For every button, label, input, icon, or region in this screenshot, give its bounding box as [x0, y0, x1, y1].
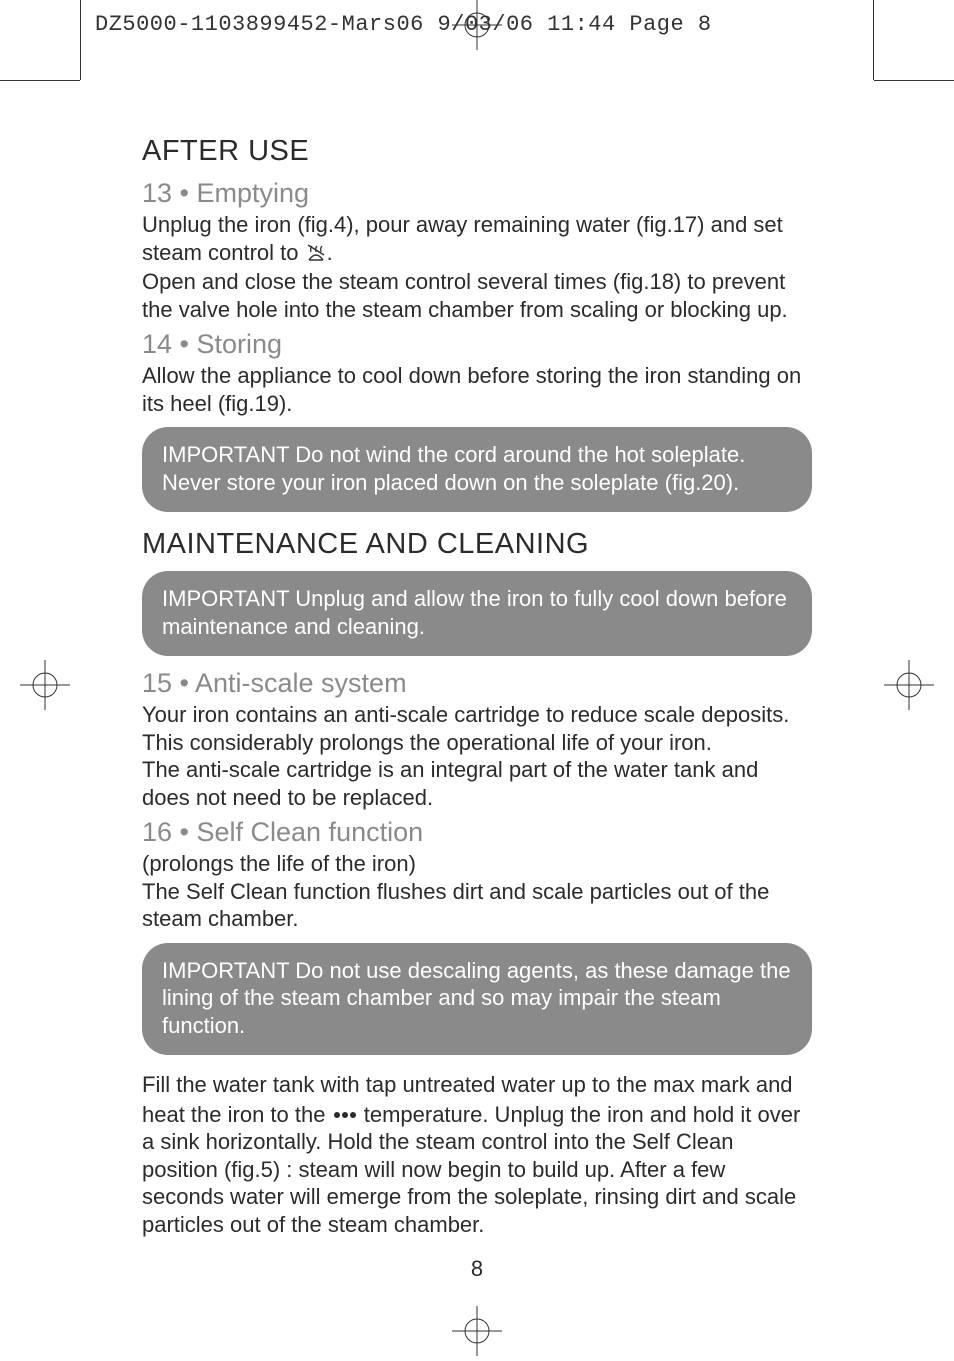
subsection-heading-selfclean: 16 • Self Clean function: [142, 817, 812, 848]
three-dots-icon: [332, 1099, 358, 1127]
text-fragment: .: [327, 240, 333, 265]
crop-mark: [0, 80, 80, 81]
subsection-heading-storing: 14 • Storing: [142, 329, 812, 360]
page-content: AFTER USE 13 • Emptying Unplug the iron …: [142, 135, 812, 1282]
body-paragraph: Your iron contains an anti-scale cartrid…: [142, 701, 812, 811]
section-title-after-use: AFTER USE: [142, 135, 812, 168]
registration-mark-icon: [884, 660, 934, 715]
important-callout: IMPORTANT Unplug and allow the iron to f…: [142, 571, 812, 656]
body-paragraph: Unplug the iron (fig.4), pour away remai…: [142, 211, 812, 268]
text-fragment: Unplug the iron (fig.4), pour away remai…: [142, 212, 783, 265]
section-title-maintenance: MAINTENANCE AND CLEANING: [142, 528, 812, 561]
subsection-heading-emptying: 13 • Emptying: [142, 178, 812, 209]
important-callout: IMPORTANT Do not use descaling agents, a…: [142, 943, 812, 1056]
steam-off-icon: [305, 241, 327, 269]
body-paragraph: The Self Clean function flushes dirt and…: [142, 878, 812, 933]
registration-mark-icon: [452, 1306, 502, 1361]
page-number: 8: [142, 1256, 812, 1282]
crop-mark: [874, 80, 954, 81]
body-paragraph: Open and close the steam control several…: [142, 268, 812, 323]
registration-mark-icon: [20, 660, 70, 715]
important-callout: IMPORTANT Do not wind the cord around th…: [142, 427, 812, 512]
subsection-heading-antiscale: 15 • Anti-scale system: [142, 668, 812, 699]
print-header: DZ5000-1103899452-Mars06 9/03/06 11:44 P…: [95, 12, 712, 37]
body-paragraph: Fill the water tank with tap untreated w…: [142, 1071, 812, 1238]
body-subheading: (prolongs the life of the iron): [142, 850, 812, 878]
body-paragraph: Allow the appliance to cool down before …: [142, 362, 812, 417]
crop-mark: [80, 0, 81, 80]
crop-mark: [873, 0, 874, 80]
